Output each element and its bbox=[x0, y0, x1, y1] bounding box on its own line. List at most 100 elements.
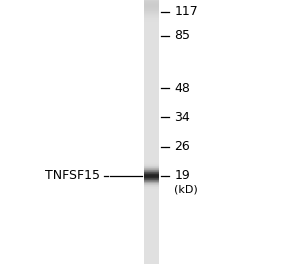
Bar bbox=[143, 42, 159, 43]
Bar bbox=[143, 81, 159, 82]
Bar bbox=[143, 46, 159, 47]
Bar bbox=[143, 80, 159, 81]
Bar bbox=[143, 229, 159, 230]
Bar bbox=[143, 186, 159, 187]
Bar bbox=[143, 16, 159, 17]
Bar bbox=[143, 200, 159, 201]
Bar bbox=[143, 3, 159, 4]
Bar bbox=[143, 156, 159, 158]
Bar bbox=[143, 242, 159, 243]
Bar bbox=[143, 30, 159, 31]
Bar bbox=[143, 121, 159, 122]
Bar bbox=[143, 202, 159, 203]
Bar bbox=[143, 227, 159, 228]
Bar bbox=[143, 220, 159, 221]
Bar bbox=[143, 238, 159, 239]
Bar bbox=[143, 106, 159, 107]
Bar bbox=[143, 1, 159, 2]
Bar bbox=[143, 23, 159, 24]
Bar bbox=[143, 77, 159, 78]
Bar bbox=[143, 250, 159, 251]
Bar bbox=[143, 147, 159, 148]
Bar bbox=[143, 161, 159, 162]
Bar bbox=[143, 156, 159, 157]
Bar bbox=[143, 230, 159, 231]
Bar bbox=[143, 90, 159, 92]
Bar bbox=[143, 224, 159, 225]
Bar bbox=[143, 6, 159, 7]
Bar bbox=[143, 44, 159, 45]
Bar bbox=[143, 84, 159, 85]
Bar bbox=[143, 98, 159, 99]
Bar bbox=[143, 106, 159, 107]
Bar bbox=[143, 62, 159, 63]
Bar bbox=[143, 24, 159, 26]
Bar bbox=[143, 148, 159, 149]
Bar bbox=[143, 214, 159, 215]
Bar bbox=[143, 219, 159, 220]
Bar bbox=[143, 91, 159, 92]
Bar bbox=[143, 213, 159, 214]
Bar bbox=[143, 35, 159, 36]
Bar bbox=[143, 194, 159, 195]
Bar bbox=[143, 153, 159, 154]
Bar bbox=[143, 174, 159, 175]
Bar bbox=[143, 234, 159, 235]
Bar bbox=[143, 132, 159, 133]
Bar bbox=[143, 47, 159, 48]
Bar bbox=[143, 169, 159, 170]
Bar bbox=[143, 82, 159, 84]
Bar bbox=[143, 4, 159, 6]
Text: 34: 34 bbox=[174, 111, 190, 124]
Bar bbox=[143, 179, 159, 180]
Bar bbox=[143, 189, 159, 190]
Bar bbox=[143, 36, 159, 37]
Bar bbox=[143, 54, 159, 55]
Bar bbox=[143, 255, 159, 256]
Bar bbox=[143, 144, 159, 146]
Bar bbox=[143, 176, 159, 177]
Bar bbox=[143, 219, 159, 220]
Bar bbox=[143, 136, 159, 137]
Bar bbox=[143, 141, 159, 142]
Bar bbox=[143, 53, 159, 54]
Bar bbox=[143, 184, 159, 185]
Bar bbox=[143, 158, 159, 159]
Bar bbox=[143, 205, 159, 206]
Bar bbox=[143, 178, 159, 179]
Bar bbox=[143, 251, 159, 252]
Bar bbox=[143, 180, 159, 181]
Bar bbox=[143, 3, 159, 4]
Bar bbox=[143, 119, 159, 121]
Bar bbox=[143, 57, 159, 58]
Bar bbox=[143, 81, 159, 82]
Bar bbox=[143, 261, 159, 262]
Bar bbox=[143, 111, 159, 113]
Bar bbox=[143, 140, 159, 142]
Bar bbox=[143, 173, 159, 174]
Bar bbox=[143, 59, 159, 60]
Bar bbox=[143, 206, 159, 207]
Bar bbox=[143, 185, 159, 187]
Bar bbox=[143, 20, 159, 21]
Bar bbox=[143, 153, 159, 154]
Bar bbox=[143, 126, 159, 127]
Bar bbox=[143, 155, 159, 156]
Bar bbox=[143, 260, 159, 261]
Bar bbox=[143, 15, 159, 16]
Bar bbox=[143, 28, 159, 30]
Bar bbox=[143, 5, 159, 6]
Bar bbox=[143, 34, 159, 35]
Bar bbox=[143, 88, 159, 89]
Bar bbox=[143, 52, 159, 53]
Bar bbox=[143, 177, 159, 179]
Bar bbox=[143, 168, 159, 169]
Bar bbox=[143, 202, 159, 204]
Bar bbox=[143, 51, 159, 52]
Bar bbox=[143, 71, 159, 72]
Bar bbox=[143, 45, 159, 46]
Bar bbox=[143, 63, 159, 64]
Bar bbox=[143, 131, 159, 132]
Bar bbox=[143, 196, 159, 197]
Bar bbox=[143, 48, 159, 49]
